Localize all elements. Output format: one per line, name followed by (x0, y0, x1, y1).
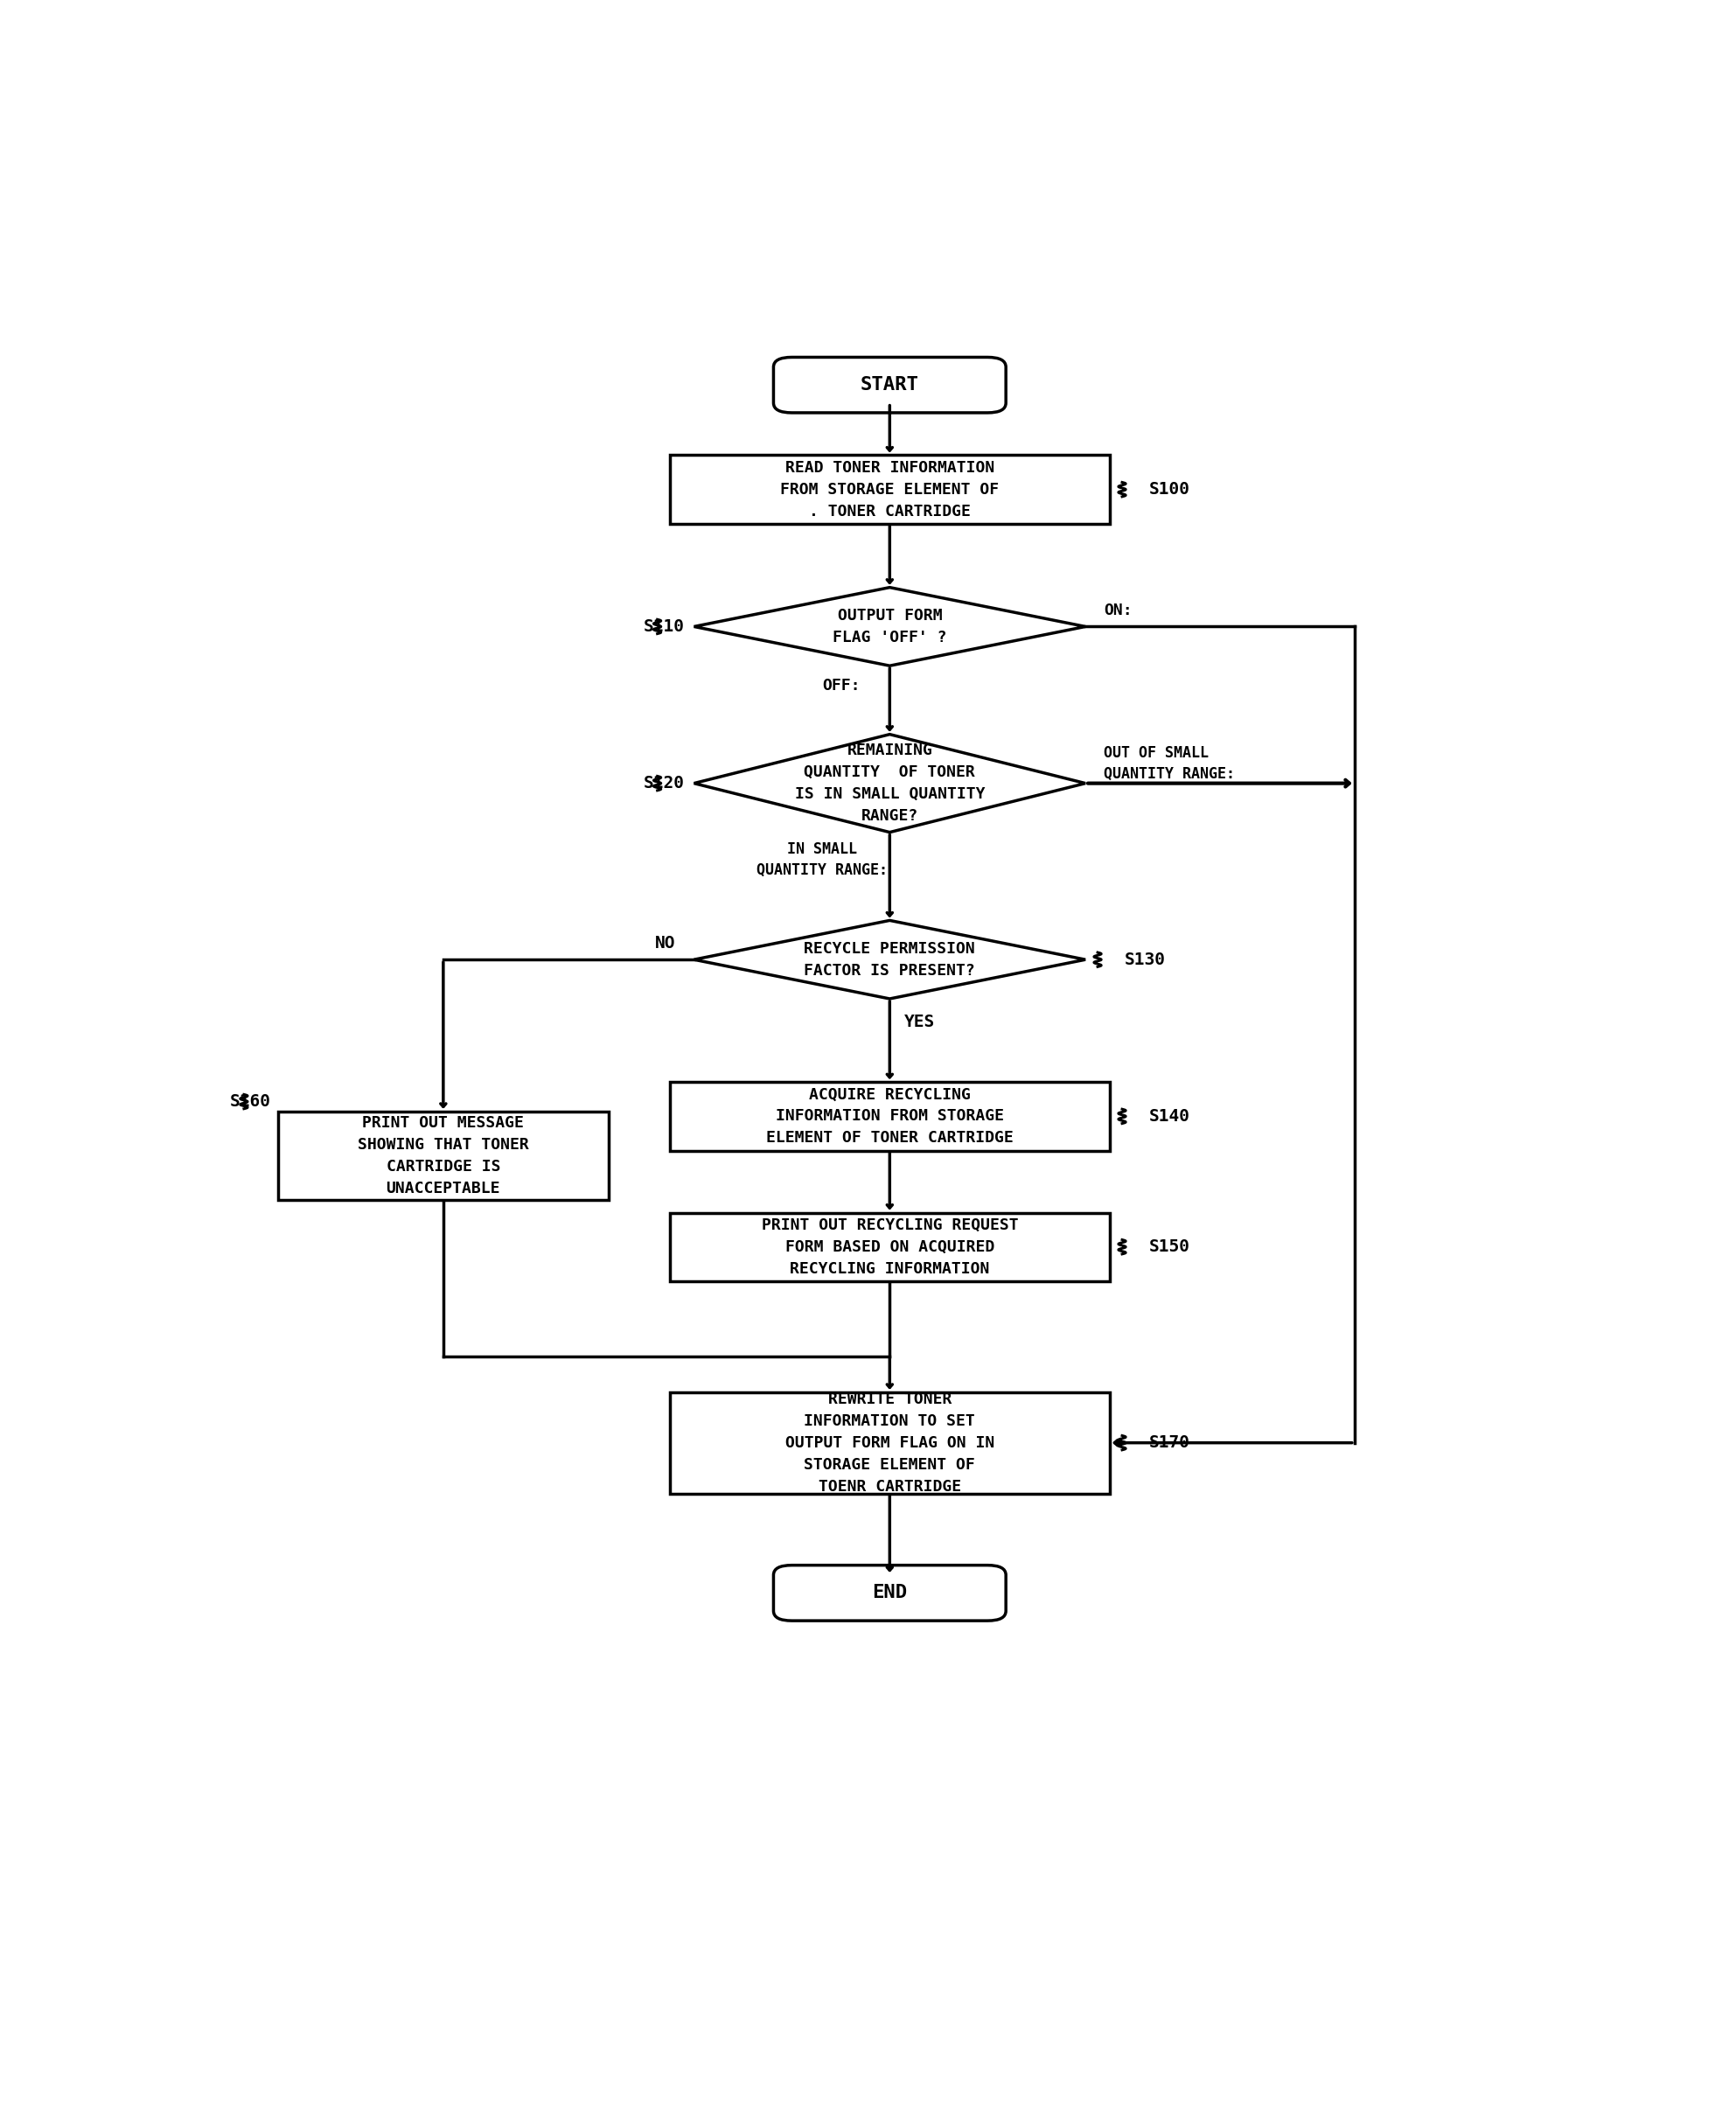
Text: START: START (861, 375, 918, 394)
Text: S100: S100 (1149, 481, 1191, 498)
Bar (670, 1081, 1109, 1151)
Bar (670, 1213, 1109, 1280)
Text: S120: S120 (642, 776, 684, 791)
Polygon shape (694, 920, 1085, 999)
Text: NO: NO (654, 935, 675, 952)
FancyBboxPatch shape (774, 358, 1005, 413)
Text: END: END (871, 1584, 908, 1603)
Text: REMAINING
QUANTITY  OF TONER
IS IN SMALL QUANTITY
RANGE?: REMAINING QUANTITY OF TONER IS IN SMALL … (795, 742, 984, 825)
Polygon shape (694, 587, 1085, 666)
Text: PRINT OUT MESSAGE
SHOWING THAT TONER
CARTRIDGE IS
UNACCEPTABLE: PRINT OUT MESSAGE SHOWING THAT TONER CAR… (358, 1115, 529, 1196)
Text: OUTPUT FORM
FLAG 'OFF' ?: OUTPUT FORM FLAG 'OFF' ? (833, 608, 946, 644)
Text: OFF:: OFF: (823, 678, 861, 693)
Text: PRINT OUT RECYCLING REQUEST
FORM BASED ON ACQUIRED
RECYCLING INFORMATION: PRINT OUT RECYCLING REQUEST FORM BASED O… (762, 1217, 1017, 1276)
Text: ON:: ON: (1104, 602, 1132, 619)
Text: S110: S110 (642, 619, 684, 634)
Polygon shape (694, 734, 1085, 833)
Text: RECYCLE PERMISSION
FACTOR IS PRESENT?: RECYCLE PERMISSION FACTOR IS PRESENT? (804, 941, 976, 979)
Bar (670, 1393, 1109, 1492)
Text: OUT OF SMALL
QUANTITY RANGE:: OUT OF SMALL QUANTITY RANGE: (1104, 746, 1234, 782)
Bar (278, 1111, 608, 1200)
Text: S150: S150 (1149, 1238, 1191, 1255)
Text: S140: S140 (1149, 1109, 1191, 1124)
Text: S130: S130 (1125, 952, 1165, 969)
Text: S170: S170 (1149, 1435, 1191, 1450)
Text: ACQUIRE RECYCLING
INFORMATION FROM STORAGE
ELEMENT OF TONER CARTRIDGE: ACQUIRE RECYCLING INFORMATION FROM STORA… (766, 1088, 1014, 1147)
Text: READ TONER INFORMATION
FROM STORAGE ELEMENT OF
. TONER CARTRIDGE: READ TONER INFORMATION FROM STORAGE ELEM… (779, 460, 1000, 519)
Text: IN SMALL
QUANTITY RANGE:: IN SMALL QUANTITY RANGE: (757, 842, 889, 878)
Text: YES: YES (904, 1013, 936, 1030)
Text: REWRITE TONER
INFORMATION TO SET
OUTPUT FORM FLAG ON IN
STORAGE ELEMENT OF
TOENR: REWRITE TONER INFORMATION TO SET OUTPUT … (785, 1391, 995, 1495)
Bar (670, 456, 1109, 524)
FancyBboxPatch shape (774, 1565, 1005, 1620)
Text: S160: S160 (229, 1094, 271, 1111)
